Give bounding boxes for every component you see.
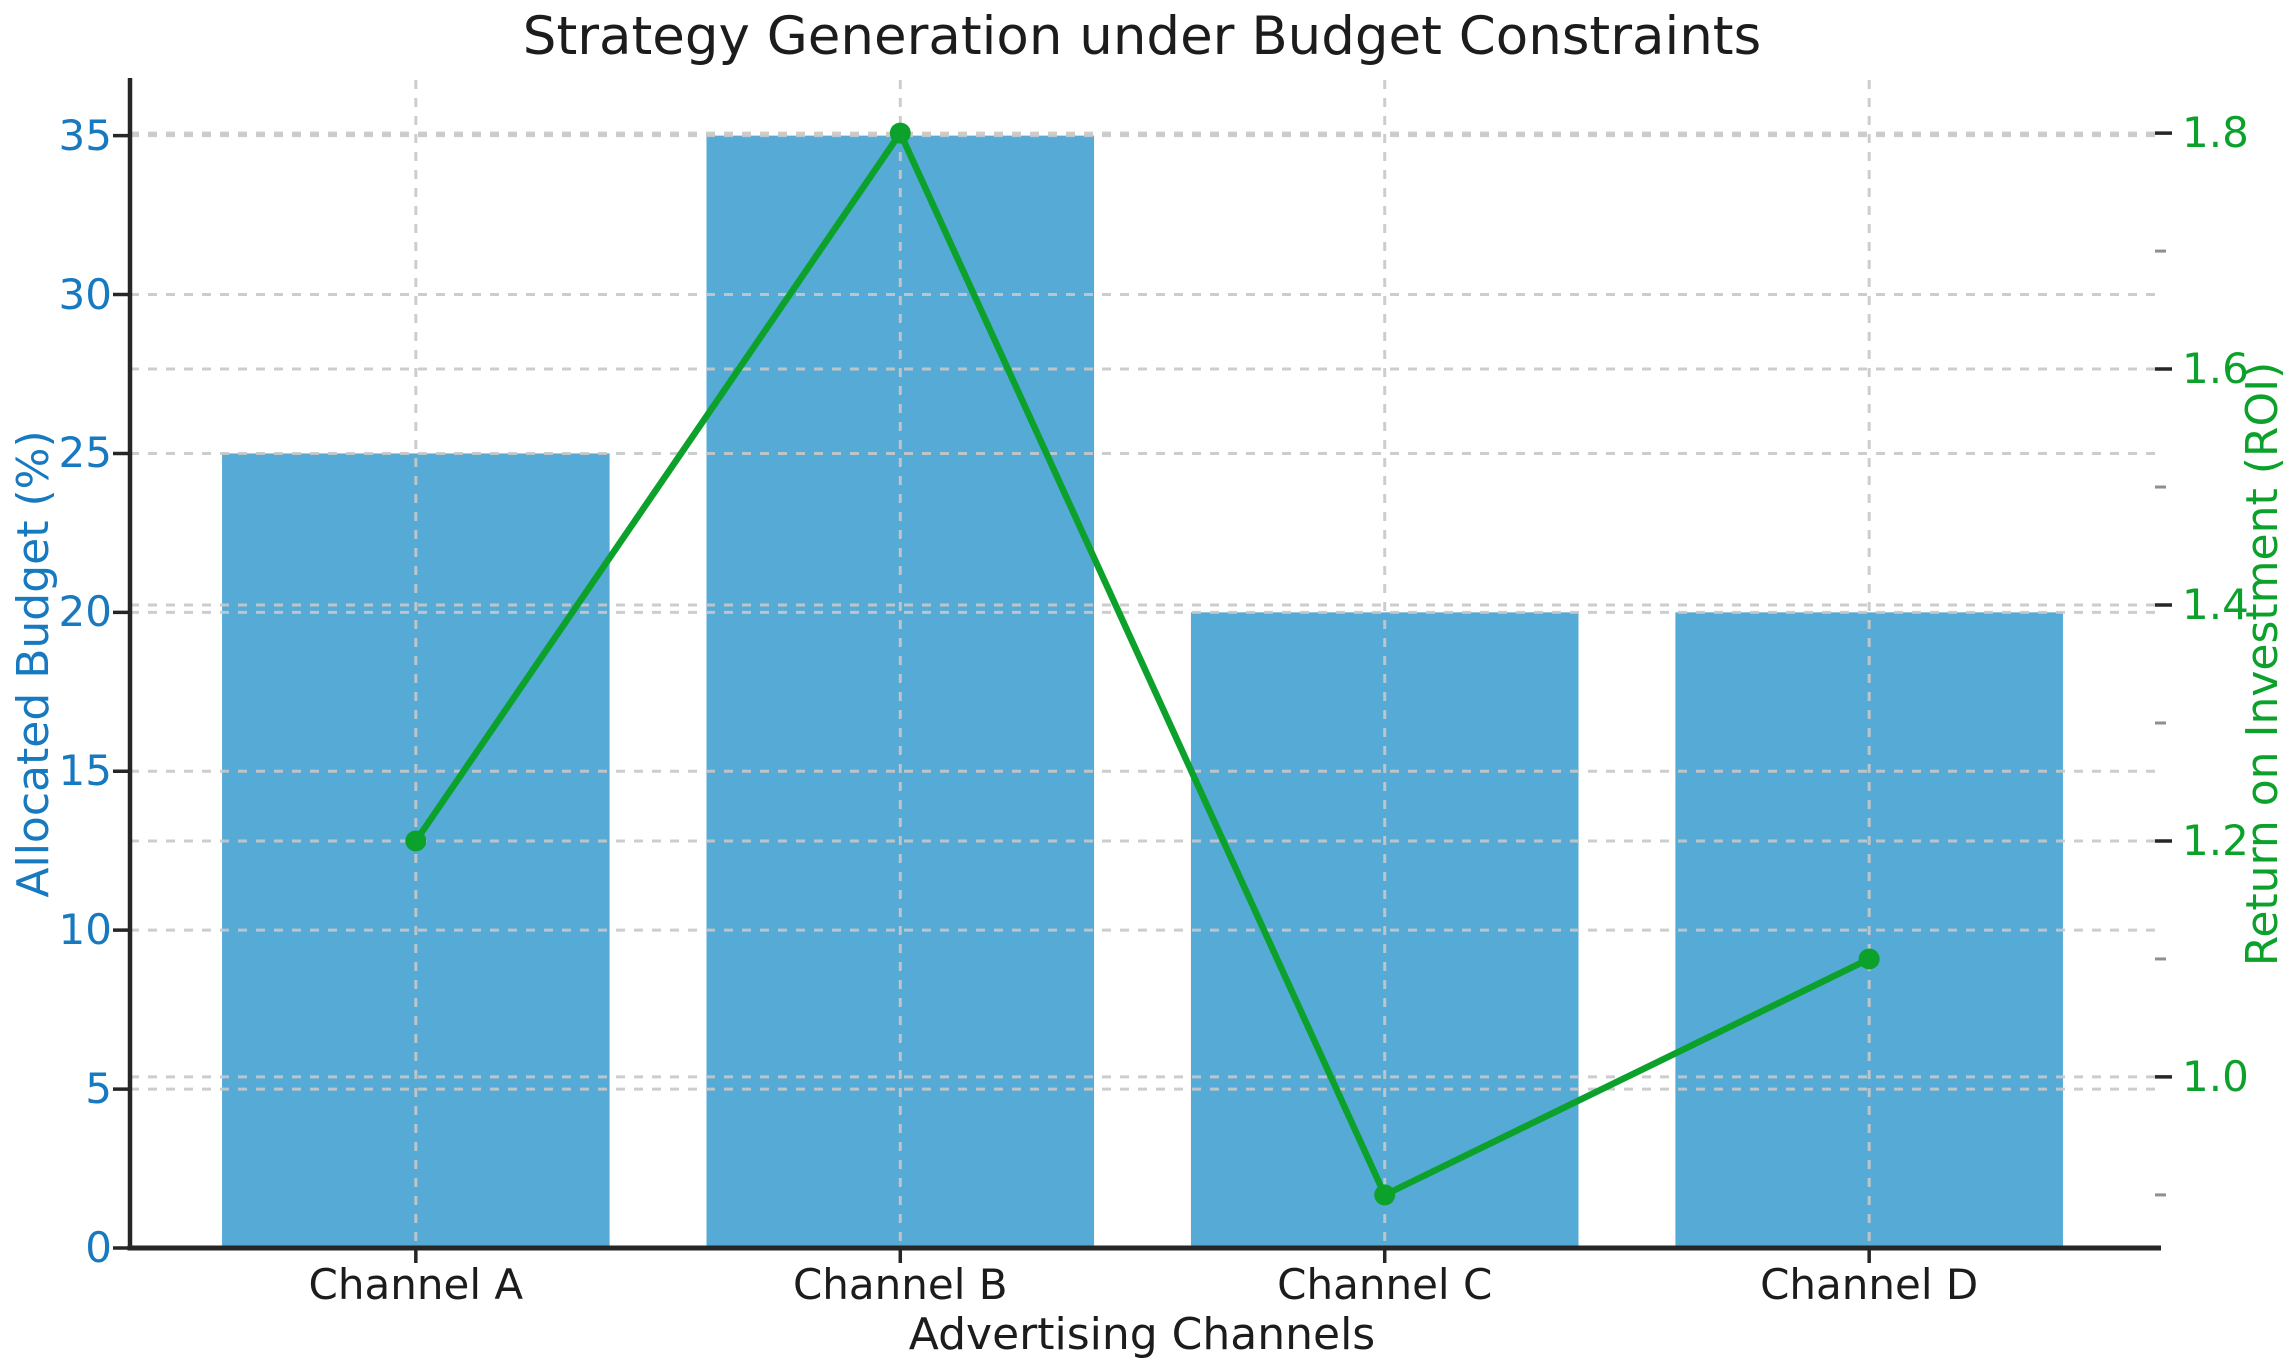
ytick-label-right-1.0: 1.0	[2182, 1051, 2249, 1101]
x-axis-label: Advertising Channels	[908, 1309, 1376, 1360]
ytick-label-left-35: 35	[58, 110, 112, 160]
ytick-label-left-5: 5	[85, 1064, 112, 1114]
ytick-label-left-15: 15	[58, 746, 112, 796]
ytick-label-left-25: 25	[58, 428, 112, 478]
ytick-label-right-1.2: 1.2	[2182, 815, 2249, 865]
ytick-label-left-30: 30	[58, 269, 112, 319]
roi-marker-Channel D	[1858, 948, 1880, 970]
xtick-label-Channel B: Channel B	[792, 1260, 1008, 1309]
ytick-label-left-20: 20	[58, 587, 112, 637]
chart-title: Strategy Generation under Budget Constra…	[522, 6, 1762, 67]
ytick-label-right-1.6: 1.6	[2182, 344, 2249, 394]
ytick-label-left-10: 10	[58, 905, 112, 955]
roi-marker-Channel C	[1374, 1184, 1396, 1206]
ytick-label-left-0: 0	[85, 1223, 112, 1272]
y-axis-label-right: Return on Investment (ROI)	[2237, 361, 2288, 967]
y-axis-label-left: Allocated Budget (%)	[8, 430, 59, 898]
xtick-label-Channel A: Channel A	[308, 1260, 524, 1309]
ytick-label-right-1.4: 1.4	[2182, 580, 2249, 629]
roi-marker-Channel A	[405, 830, 427, 852]
roi-line	[412, 129, 1873, 1199]
ytick-label-right-1.8: 1.8	[2182, 108, 2249, 158]
xtick-label-Channel D: Channel D	[1760, 1260, 1979, 1309]
roi-marker-Channel B	[889, 122, 911, 144]
xtick-label-Channel C: Channel C	[1277, 1260, 1493, 1309]
